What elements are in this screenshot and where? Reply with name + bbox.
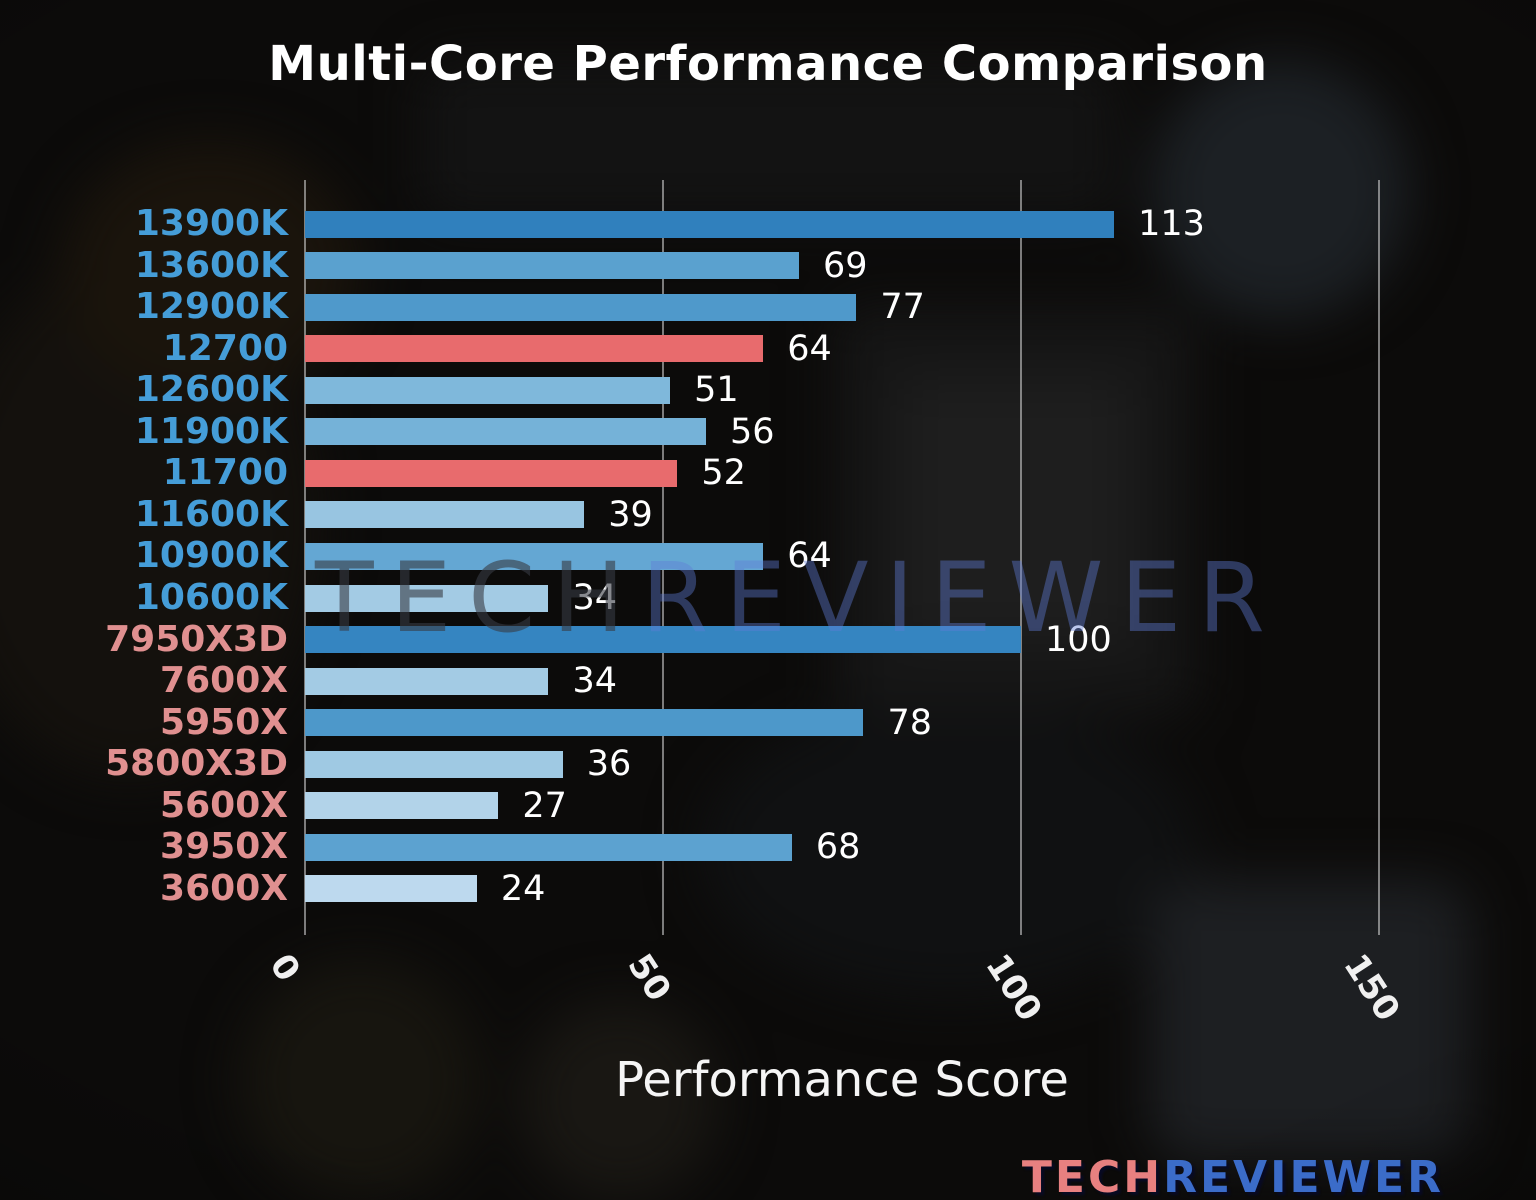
value-label-3950x: 68 <box>815 827 861 868</box>
watermark-reviewer: REVIEWER <box>641 542 1282 654</box>
bar-12900k <box>305 293 856 321</box>
value-label-11700: 52 <box>701 453 746 494</box>
plot-area: 0 50 100 150 13900K 113 13600K 69 12900K 77 12700 6… <box>0 180 1536 1028</box>
value-label-12700: 64 <box>787 328 832 369</box>
category-label-7950x3d: 7950X3D <box>105 618 288 660</box>
bar-5600x <box>305 792 498 820</box>
brand-logo: TECHREVIEWER <box>1022 1156 1444 1200</box>
category-label-10600k: 10600K <box>134 577 288 619</box>
watermark: TECHREVIEWER <box>315 550 1282 646</box>
category-label-11900k: 11900K <box>134 410 288 452</box>
watermark-tech: TECH <box>315 542 642 654</box>
category-label-12900k: 12900K <box>134 286 288 328</box>
value-label-13600k: 69 <box>823 245 868 286</box>
category-label-10900k: 10900K <box>134 535 288 577</box>
bar-12700 <box>305 335 763 363</box>
value-label-5800x3d: 36 <box>586 744 632 785</box>
category-label-12700: 12700 <box>162 327 288 369</box>
value-label-10900k: 64 <box>787 536 832 577</box>
category-label-12600k: 12600K <box>134 369 288 411</box>
value-label-11900k: 56 <box>729 411 775 452</box>
category-label-5800x3d: 5800X3D <box>105 743 288 785</box>
category-label-5600x: 5600X <box>160 784 288 826</box>
category-label-7600x: 7600X <box>160 660 288 702</box>
bar-5800x3d <box>305 750 563 778</box>
category-label-11600k: 11600K <box>134 493 288 535</box>
bar-13600k <box>305 252 799 280</box>
value-label-12600k: 51 <box>694 370 739 411</box>
category-label-11700: 11700 <box>162 452 288 494</box>
bar-3600x <box>305 875 477 903</box>
bar-7600x <box>305 667 548 695</box>
category-label-5950x: 5950X <box>160 701 288 743</box>
category-label-13600k: 13600K <box>134 244 288 286</box>
bar-11600k <box>305 501 584 529</box>
bar-3950x <box>305 833 792 861</box>
gridline-150 <box>1378 180 1380 935</box>
value-label-7600x: 34 <box>572 661 617 702</box>
category-label-13900k: 13900K <box>134 203 288 244</box>
value-label-10600k: 34 <box>572 578 617 619</box>
bar-10600k <box>305 584 548 612</box>
value-label-11600k: 39 <box>608 494 653 535</box>
category-label-3600x: 3600X <box>160 867 288 909</box>
bar-7950x3d <box>305 626 1021 654</box>
bar-13900k <box>305 210 1114 238</box>
value-label-13900k: 113 <box>1138 204 1205 244</box>
bar-10900k <box>305 542 763 570</box>
value-label-5950x: 78 <box>887 702 933 743</box>
bar-11900k <box>305 418 706 446</box>
bar-12600k <box>305 376 670 404</box>
value-label-3600x: 24 <box>500 868 546 909</box>
bar-11700 <box>305 459 677 487</box>
value-label-5600x: 27 <box>522 785 567 826</box>
gridline-100 <box>1020 180 1022 935</box>
bar-5950x <box>305 709 863 737</box>
x-axis-label: Performance Score <box>615 1052 1069 1108</box>
category-label-3950x: 3950X <box>160 826 288 868</box>
value-label-12900k: 77 <box>880 287 925 328</box>
value-label-7950x3d: 100 <box>1045 619 1112 660</box>
brand-logo-reviewer: REVIEWER <box>1163 1152 1444 1200</box>
chart-title: Multi-Core Performance Comparison <box>268 36 1268 92</box>
brand-logo-tech: TECH <box>1021 1152 1164 1200</box>
